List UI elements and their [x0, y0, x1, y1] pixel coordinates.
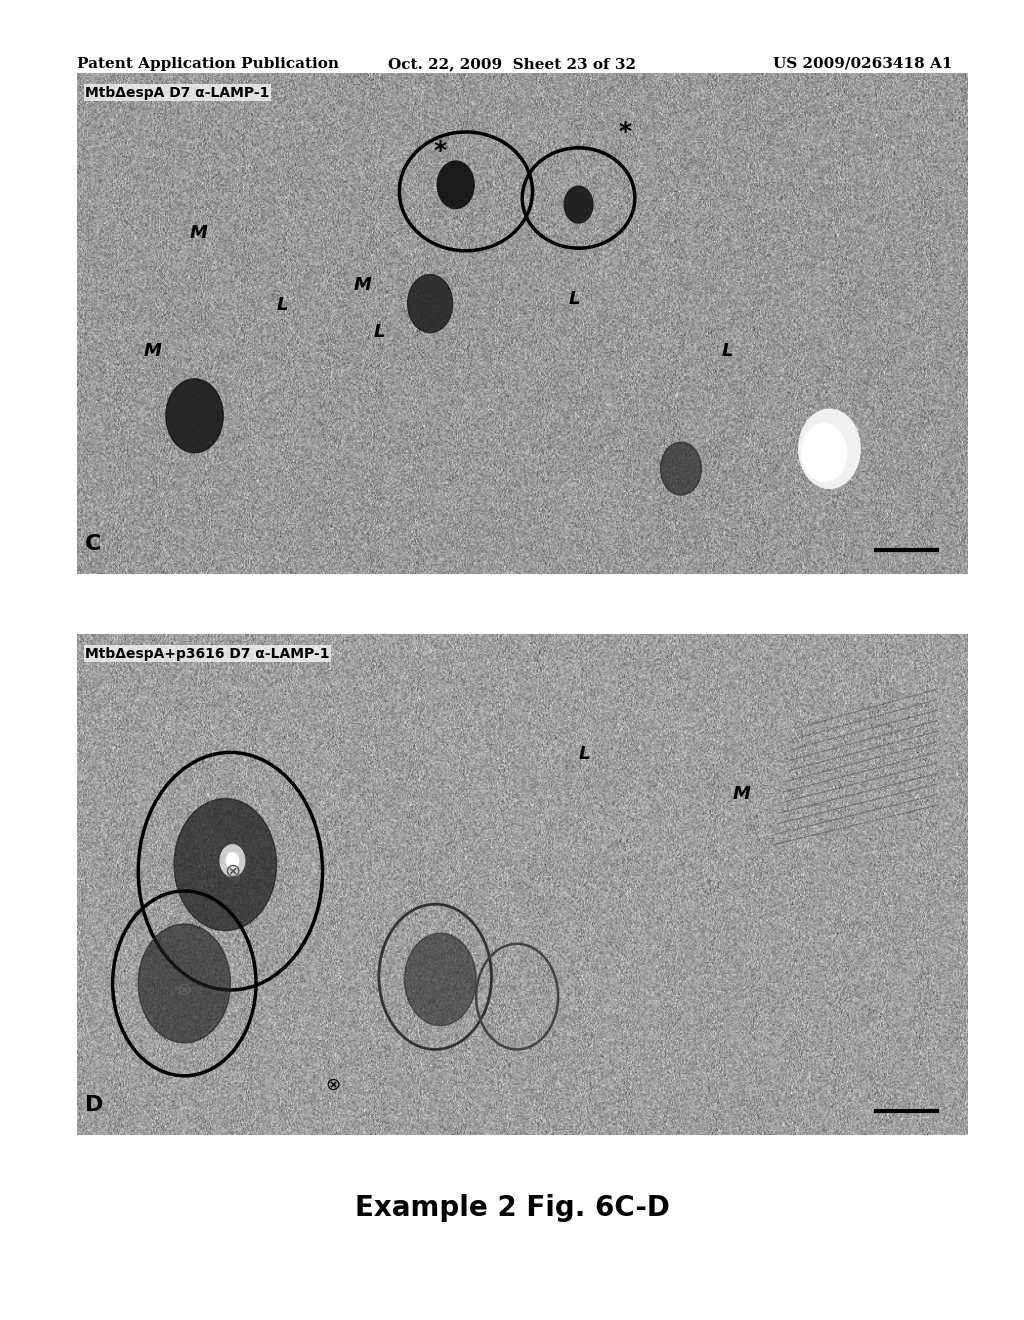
Text: D: D — [85, 1096, 103, 1115]
Text: ⊗: ⊗ — [224, 862, 241, 880]
Circle shape — [437, 161, 474, 209]
Text: US 2009/0263418 A1: US 2009/0263418 A1 — [773, 57, 952, 71]
Text: M: M — [189, 223, 207, 242]
Text: Patent Application Publication: Patent Application Publication — [77, 57, 339, 71]
Text: M: M — [143, 342, 161, 360]
Text: L: L — [722, 342, 733, 360]
Circle shape — [408, 275, 453, 333]
Circle shape — [660, 442, 701, 495]
Circle shape — [802, 424, 847, 482]
Circle shape — [226, 853, 239, 869]
Text: M: M — [353, 276, 371, 294]
Text: MtbΔespA+p3616 D7 α-LAMP-1: MtbΔespA+p3616 D7 α-LAMP-1 — [85, 647, 330, 661]
Circle shape — [404, 933, 476, 1026]
Text: *: * — [434, 140, 446, 164]
Text: L: L — [568, 289, 580, 308]
Text: C: C — [85, 535, 101, 554]
Circle shape — [174, 799, 276, 931]
Circle shape — [564, 186, 593, 223]
Text: L: L — [374, 322, 385, 341]
Text: *: * — [618, 120, 631, 144]
Text: L: L — [276, 296, 288, 314]
Text: Example 2 Fig. 6C-D: Example 2 Fig. 6C-D — [354, 1193, 670, 1222]
Text: ⊗: ⊗ — [326, 1076, 340, 1094]
Text: ⊗: ⊗ — [177, 981, 191, 999]
Text: M: M — [732, 784, 750, 803]
Circle shape — [799, 409, 860, 488]
Text: MtbΔespA D7 α-LAMP-1: MtbΔespA D7 α-LAMP-1 — [85, 86, 269, 100]
Circle shape — [138, 924, 230, 1043]
Circle shape — [220, 845, 245, 876]
Circle shape — [166, 379, 223, 453]
Text: Oct. 22, 2009  Sheet 23 of 32: Oct. 22, 2009 Sheet 23 of 32 — [388, 57, 636, 71]
Text: L: L — [579, 744, 590, 763]
